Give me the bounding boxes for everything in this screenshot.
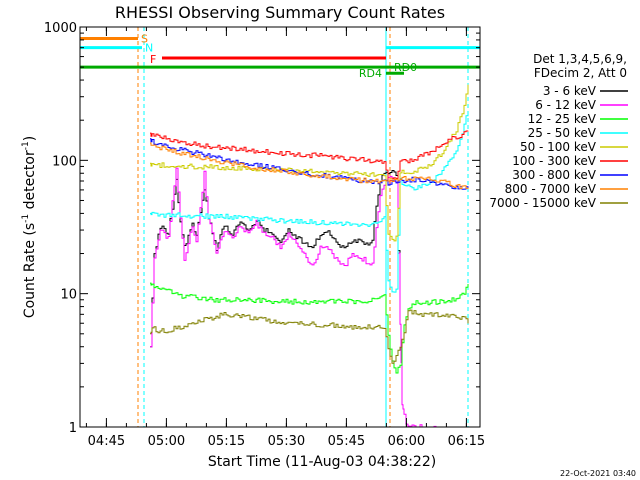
legend-label-25-50-kev: 25 - 50 keV <box>528 126 597 140</box>
series-line-12-25-kev <box>150 282 469 374</box>
y-tick-label: 1000 <box>44 21 77 36</box>
flag-label-n: N <box>145 42 153 55</box>
legend-label-3-6-kev: 3 - 6 keV <box>543 84 597 98</box>
flag-label-f: F <box>150 53 156 66</box>
series-line-100-300-kev <box>150 130 469 186</box>
flag-label-rd4: RD4 <box>359 67 382 80</box>
x-tick-label: 04:45 <box>88 434 125 449</box>
y-axis-label-part1: Count Rate (s <box>22 223 38 318</box>
flag-label-s: S <box>141 32 148 45</box>
y-tick-label: 10 <box>60 288 77 303</box>
series-line-25-50-kev <box>150 111 469 293</box>
legend: Det 1,3,4,5,6,9, FDecim 2, Att 0 3 - 6 k… <box>489 52 628 210</box>
chart-title: RHESSI Observing Summary Count Rates <box>115 3 445 22</box>
legend-label-300-800-kev: 300 - 800 keV <box>512 168 596 182</box>
y-axis-label: Count Rate (s-1 detector-1) <box>21 136 38 318</box>
legend-label-12-25-kev: 12 - 25 keV <box>528 112 597 126</box>
x-axis-ticks: 04:45 05:00 05:15 05:30 05:45 06:00 06:15 <box>85 27 485 449</box>
y-axis-label-part2: detector <box>22 150 38 214</box>
y-axis-ticks: 1 10 100 1000 <box>44 21 480 436</box>
x-tick-label: 05:15 <box>208 434 245 449</box>
series-lines <box>150 84 469 428</box>
y-tick-label: 1 <box>69 421 77 436</box>
y-axis-label-part3: ) <box>22 136 38 141</box>
footer-date: 22-Oct-2021 03:40 <box>560 469 636 478</box>
y-axis-label-sup2: -1 <box>21 141 31 150</box>
series-line-800-7000-kev <box>150 142 469 190</box>
x-axis-label: Start Time (11-Aug-03 04:38:22) <box>208 454 436 470</box>
series-line-6-12-kev <box>150 167 441 428</box>
flag-label-rd0: RD0 <box>394 61 417 74</box>
x-tick-label: 05:45 <box>328 434 365 449</box>
y-tick-label: 100 <box>52 154 77 169</box>
legend-header-2: FDecim 2, Att 0 <box>534 66 627 80</box>
x-tick-label: 06:00 <box>388 434 425 449</box>
legend-label-7000-15000-kev: 7000 - 15000 keV <box>489 196 596 210</box>
series-line-50-100-kev <box>150 84 469 242</box>
series-line-7000-15000-kev <box>150 309 469 364</box>
flag-bars: SNF RD0 RD4 <box>80 32 480 80</box>
y-axis-label-sup1: -1 <box>21 214 31 223</box>
x-tick-label: 06:15 <box>448 434 485 449</box>
legend-label-6-12-kev: 6 - 12 keV <box>535 98 597 112</box>
legend-label-800-7000-kev: 800 - 7000 keV <box>505 182 597 196</box>
vertical-markers <box>137 27 469 427</box>
legend-header-1: Det 1,3,4,5,6,9, <box>533 52 627 66</box>
series-line-300-800-kev <box>150 138 469 190</box>
legend-label-50-100-kev: 50 - 100 keV <box>520 140 597 154</box>
x-tick-label: 05:00 <box>148 434 185 449</box>
legend-label-100-300-kev: 100 - 300 keV <box>512 154 596 168</box>
plot-frame <box>79 26 481 428</box>
x-tick-label: 05:30 <box>268 434 305 449</box>
